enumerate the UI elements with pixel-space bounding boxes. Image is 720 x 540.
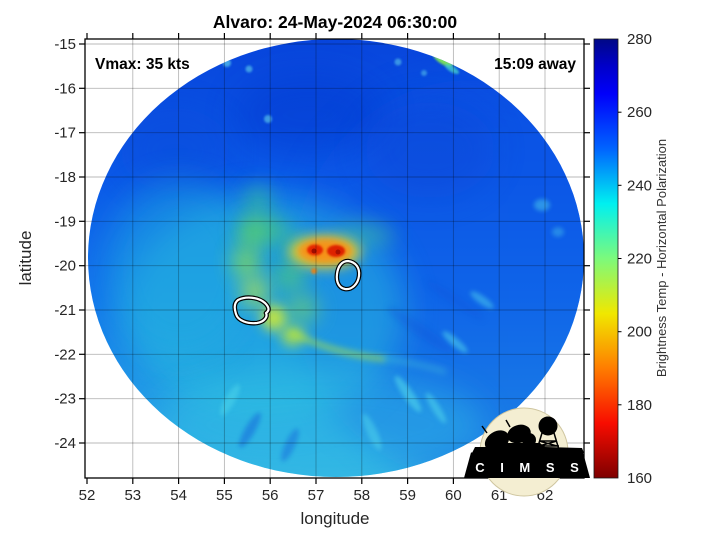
- y-tick-label: -21: [54, 302, 76, 319]
- x-tick-label: 54: [170, 487, 187, 504]
- center-fix-contour-east: [334, 258, 362, 292]
- logo-ground: [472, 443, 584, 453]
- x-tick-label: 53: [124, 487, 141, 504]
- colorbar-tick-label: 260: [627, 104, 652, 121]
- time-away-annotation: 15:09 away: [494, 56, 576, 73]
- colorbar-tick-label: 240: [627, 177, 652, 194]
- y-tick-label: -15: [54, 36, 76, 53]
- vmax-annotation: Vmax: 35 kts: [95, 56, 190, 73]
- colorbar: 280 260 240 220 200 180 160 Brightness T…: [593, 31, 669, 487]
- y-tick-label: -20: [54, 258, 76, 275]
- colorbar-tick-label: 200: [627, 324, 652, 341]
- y-tick-label: -23: [54, 391, 76, 408]
- y-tick-label: -16: [54, 80, 76, 97]
- plot-border: [84, 38, 585, 479]
- colorbar-label: Brightness Temp - Horizontal Polarizatio…: [654, 139, 669, 377]
- storm-swath-image: [88, 39, 584, 477]
- y-axis-label: latitude: [16, 231, 35, 286]
- grid-lines: [85, 39, 584, 478]
- cimss-logo: C I M S S: [464, 407, 590, 497]
- x-tick-label: 52: [79, 487, 96, 504]
- colorbar-tick-label: 160: [627, 470, 652, 487]
- y-tick-label: -24: [54, 435, 76, 452]
- colorbar-tick-label: 220: [627, 251, 652, 268]
- x-tick-label: 55: [216, 487, 233, 504]
- colorbar-tick-label: 180: [627, 397, 652, 414]
- plot-title: Alvaro: 24-May-2024 06:30:00: [213, 12, 457, 32]
- x-tick-label: 57: [308, 487, 325, 504]
- y-tick-label: -22: [54, 346, 76, 363]
- y-tick-label: -19: [54, 213, 76, 230]
- x-tick-label: 58: [353, 487, 370, 504]
- x-axis-label: longitude: [300, 509, 369, 528]
- colorbar-tick-label: 280: [627, 31, 652, 48]
- x-tick-label: 60: [445, 487, 462, 504]
- logo-banner: [464, 452, 590, 478]
- y-tick-label: -18: [54, 169, 76, 186]
- y-tick-label: -17: [54, 125, 76, 142]
- cimss-logo-text: C I M S S: [475, 460, 585, 475]
- x-tick-label: 56: [262, 487, 279, 504]
- center-fix-contour-west: [232, 295, 271, 326]
- x-tick-label: 59: [399, 487, 416, 504]
